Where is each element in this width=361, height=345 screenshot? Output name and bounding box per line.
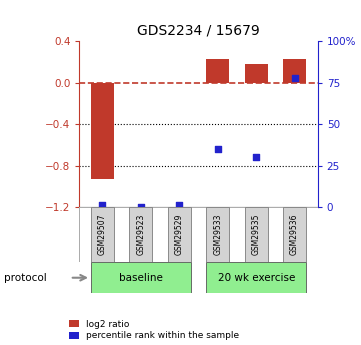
Point <box>100 202 105 207</box>
Text: GSM29507: GSM29507 <box>98 214 107 255</box>
Point <box>138 204 144 210</box>
Bar <box>206 207 229 262</box>
Bar <box>91 83 114 179</box>
Text: GSM29533: GSM29533 <box>213 214 222 255</box>
Point <box>292 75 297 81</box>
Text: GSM29536: GSM29536 <box>290 214 299 255</box>
Bar <box>206 59 229 83</box>
Bar <box>245 64 268 83</box>
Point <box>215 146 221 152</box>
Bar <box>91 207 114 262</box>
Legend: log2 ratio, percentile rank within the sample: log2 ratio, percentile rank within the s… <box>70 320 239 341</box>
Bar <box>129 207 152 262</box>
Bar <box>91 262 191 293</box>
Bar <box>168 207 191 262</box>
Text: GSM29535: GSM29535 <box>252 214 261 255</box>
Text: 20 wk exercise: 20 wk exercise <box>218 273 295 283</box>
Bar <box>206 262 306 293</box>
Bar <box>245 207 268 262</box>
Bar <box>283 59 306 83</box>
Title: GDS2234 / 15679: GDS2234 / 15679 <box>137 23 260 38</box>
Point <box>177 202 182 207</box>
Point <box>253 155 259 160</box>
Text: GSM29523: GSM29523 <box>136 214 145 255</box>
Bar <box>283 207 306 262</box>
Text: protocol: protocol <box>4 273 46 283</box>
Text: baseline: baseline <box>119 273 163 283</box>
Text: GSM29529: GSM29529 <box>175 214 184 255</box>
